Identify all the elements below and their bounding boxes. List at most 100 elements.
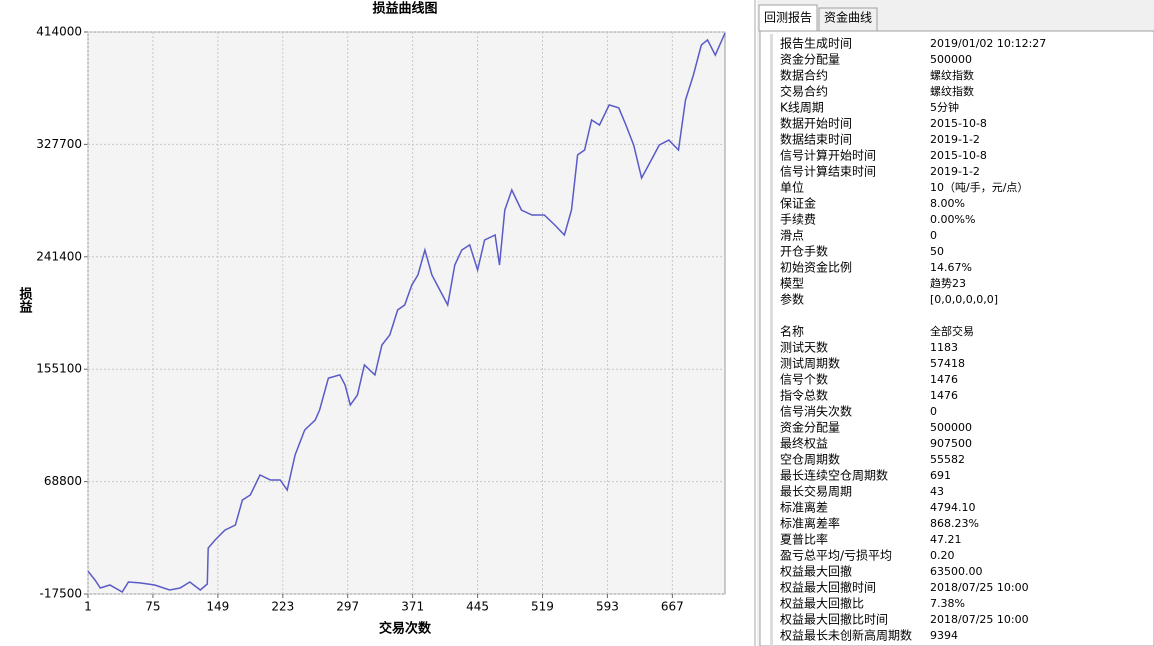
y-tick-label: 327700 [36, 137, 82, 151]
row-value: 500000 [930, 421, 972, 434]
row-name: 数据结束时间 [780, 132, 852, 147]
row-value: 63500.00 [930, 565, 983, 578]
row-name: 信号计算结束时间 [780, 164, 876, 179]
tab-label[interactable]: 回测报告 [764, 10, 812, 25]
row-value: 500000 [930, 53, 972, 66]
row-name: 模型 [780, 277, 804, 291]
row-name: 数据开始时间 [780, 116, 852, 131]
row-name: 夏普比率 [780, 532, 828, 547]
row-value: 2015-10-8 [930, 117, 987, 130]
row-value: 50 [930, 245, 944, 258]
row-name: K线周期 [780, 101, 824, 115]
row-value: 2019/01/02 10:12:27 [930, 37, 1046, 50]
row-name: 开仓手数 [780, 244, 828, 259]
tab-label[interactable]: 资金曲线 [824, 10, 872, 25]
row-value: 2019-1-2 [930, 133, 980, 146]
row-name: 保证金 [780, 196, 816, 211]
row-value: [0,0,0,0,0,0] [930, 293, 998, 306]
row-name: 初始资金比例 [780, 260, 852, 275]
x-tick-label: 297 [336, 600, 359, 614]
report-box [759, 30, 1154, 646]
row-name: 报告生成时间 [780, 36, 852, 51]
row-name: 指令总数 [780, 388, 828, 403]
profit-line [87, 32, 726, 594]
tab[interactable] [818, 7, 878, 32]
x-tick-label: 519 [531, 600, 554, 614]
chart-title: 损益曲线图 [372, 1, 437, 17]
x-tick-label: 149 [206, 600, 229, 614]
tab[interactable] [758, 4, 818, 32]
y-tick-label: -17500 [39, 587, 82, 601]
row-value: 0.20 [930, 549, 955, 562]
x-tick-label: 445 [466, 600, 489, 614]
row-name: 最终权益 [780, 436, 828, 451]
row-value: 8.00% [930, 197, 965, 210]
row-value: 43 [930, 485, 944, 498]
row-value: 7.38% [930, 597, 965, 610]
row-name: 权益最大回撤 [780, 564, 852, 579]
row-value: 47.21 [930, 533, 962, 546]
row-value: 0 [930, 229, 937, 242]
row-name: 测试周期数 [780, 356, 840, 371]
row-name: 交易合约 [780, 84, 828, 99]
row-gutter [770, 34, 773, 646]
row-name: 测试天数 [780, 340, 828, 355]
row-name: 权益最大回撤比时间 [780, 612, 888, 627]
x-tick-label: 593 [596, 600, 619, 614]
row-value: 691 [930, 469, 951, 482]
y-tick-label: 155100 [36, 362, 82, 376]
row-name: 权益最长未创新高周期数 [780, 628, 912, 643]
row-name: 信号消失次数 [780, 404, 852, 419]
row-value: 2018/07/25 10:00 [930, 613, 1029, 626]
row-name: 数据合约 [780, 68, 828, 83]
row-value: 全部交易 [930, 324, 974, 338]
x-axis-label: 交易次数 [379, 621, 432, 637]
row-name: 标准离差率 [780, 516, 840, 531]
x-tick-label: 371 [401, 600, 424, 614]
row-name: 资金分配量 [780, 420, 840, 435]
row-value: 5分钟 [930, 100, 959, 114]
row-name: 标准离差 [780, 500, 828, 515]
y-axis-label: 损益 [17, 286, 33, 314]
row-value: 0.00%% [930, 213, 975, 226]
row-name: 资金分配量 [780, 52, 840, 67]
row-name: 最长交易周期 [780, 484, 852, 499]
y-tick-label: 414000 [36, 25, 82, 39]
row-name: 信号计算开始时间 [780, 148, 876, 163]
row-value: 0 [930, 405, 937, 418]
row-name: 空仓周期数 [780, 452, 840, 467]
y-tick-label: 241400 [36, 249, 82, 263]
row-value: 4794.10 [930, 501, 976, 514]
row-value: 868.23% [930, 517, 979, 530]
row-name: 最长连续空仓周期数 [780, 468, 888, 483]
row-value: 螺纹指数 [930, 68, 974, 82]
x-tick-label: 667 [661, 600, 684, 614]
row-value: 1476 [930, 389, 958, 402]
y-tick-label: 68800 [44, 474, 82, 488]
row-name: 滑点 [780, 229, 804, 243]
row-value: 907500 [930, 437, 972, 450]
row-name: 权益最大回撤比 [780, 596, 864, 611]
row-name: 盈亏总平均/亏损平均 [780, 549, 892, 563]
row-value: 9394 [930, 629, 958, 642]
row-value: 螺纹指数 [930, 84, 974, 98]
row-name: 单位 [780, 180, 804, 195]
row-value: 14.67% [930, 261, 972, 274]
row-value: 57418 [930, 357, 965, 370]
row-value: 1183 [930, 341, 958, 354]
row-value: 55582 [930, 453, 965, 466]
row-name: 权益最大回撤时间 [780, 580, 876, 595]
plot-area [87, 31, 726, 595]
row-value: 10（吨/手，元/点） [930, 180, 1028, 194]
row-value: 趋势23 [930, 277, 966, 290]
x-tick-label: 223 [271, 600, 294, 614]
row-name: 信号个数 [780, 372, 828, 387]
x-tick-label: 75 [145, 600, 160, 614]
row-name: 手续费 [780, 213, 816, 227]
row-value: 2019-1-2 [930, 165, 980, 178]
row-name: 参数 [780, 292, 804, 307]
row-value: 1476 [930, 373, 958, 386]
row-value: 2018/07/25 10:00 [930, 581, 1029, 594]
row-value: 2015-10-8 [930, 149, 987, 162]
